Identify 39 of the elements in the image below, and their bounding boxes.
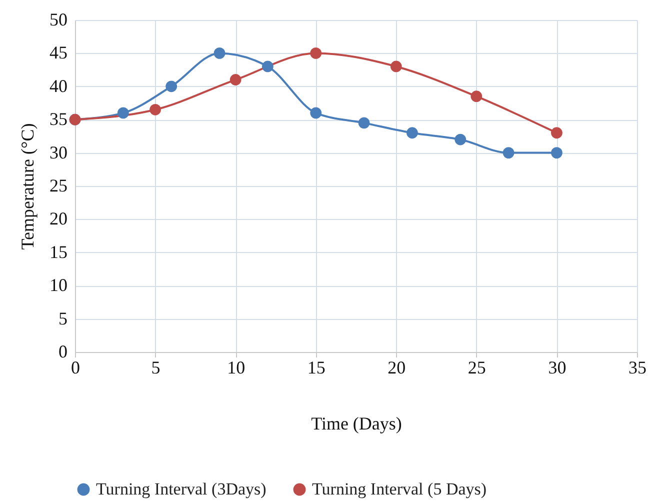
x-tick-label: 15 bbox=[307, 358, 326, 378]
y-tick-label: 35 bbox=[50, 109, 68, 130]
x-tick-label: 35 bbox=[628, 358, 646, 378]
y-tick-label: 10 bbox=[50, 275, 68, 296]
y-tick-label: 50 bbox=[50, 10, 68, 30]
x-tick-label: 30 bbox=[548, 358, 566, 378]
x-tick-label: 10 bbox=[227, 358, 246, 378]
legend-label: Turning Interval (3Days) bbox=[96, 480, 266, 499]
point bbox=[551, 127, 562, 139]
x-tick-label: 0 bbox=[71, 358, 80, 378]
point bbox=[262, 60, 274, 72]
y-tick-label: 45 bbox=[50, 42, 68, 63]
x-tick-label: 5 bbox=[151, 358, 160, 378]
y-tick-label: 15 bbox=[50, 242, 68, 262]
y-tick-label: 5 bbox=[58, 308, 68, 328]
x-axis-title: Time (Days) bbox=[311, 414, 402, 434]
point bbox=[166, 80, 178, 92]
y-tick-label: 30 bbox=[50, 142, 68, 162]
point bbox=[470, 90, 482, 102]
y-tick-label: 20 bbox=[50, 208, 68, 229]
point bbox=[310, 107, 322, 119]
y-tick-label: 25 bbox=[50, 176, 68, 196]
point bbox=[358, 117, 370, 129]
point bbox=[502, 147, 514, 158]
point bbox=[230, 74, 242, 86]
point bbox=[117, 107, 129, 119]
y-tick-label: 40 bbox=[50, 76, 68, 96]
point bbox=[150, 104, 161, 116]
point bbox=[454, 134, 466, 146]
point bbox=[310, 48, 322, 59]
legend-label: Turning Interval (5 Days) bbox=[312, 480, 487, 499]
point bbox=[551, 147, 562, 158]
y-axis-title: Temperature (°C) bbox=[18, 123, 38, 250]
point bbox=[214, 48, 226, 59]
point bbox=[390, 60, 402, 72]
y-tick-label: 0 bbox=[58, 342, 68, 362]
x-tick-label: 25 bbox=[468, 358, 486, 378]
point bbox=[406, 127, 418, 139]
x-tick-label: 20 bbox=[388, 358, 406, 378]
